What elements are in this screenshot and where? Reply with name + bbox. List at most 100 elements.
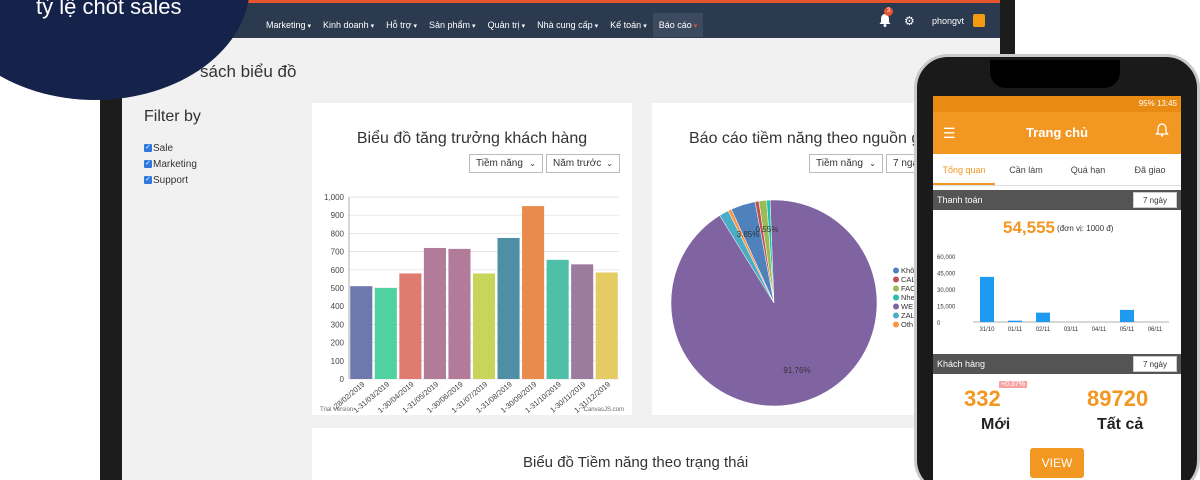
bar[interactable] <box>350 286 373 379</box>
bar[interactable] <box>595 272 618 379</box>
new-customers-change: +0.37% <box>999 381 1027 388</box>
phone-status-bar: 95% 13:45 <box>933 96 1181 112</box>
y-tick-label: 200 <box>331 339 345 348</box>
checkbox-icon[interactable]: ✓ <box>144 176 152 184</box>
menu-item-6[interactable]: Kế toán ▾ <box>604 13 653 37</box>
y-tick-label: 45,000 <box>937 272 956 278</box>
legend-label: WE <box>901 302 913 311</box>
caret-down-icon: ▾ <box>413 23 418 30</box>
bar[interactable] <box>1120 309 1134 322</box>
pie-slice[interactable] <box>727 208 775 304</box>
y-tick-label: 100 <box>331 357 345 366</box>
status-chart-title: Biểu đồ Tiềm năng theo trạng thái <box>523 454 749 471</box>
menu-item-label: Hỗ trợ <box>386 20 412 30</box>
y-tick-label: 1,000 <box>324 193 345 202</box>
top-navbar: Marketing ▾ Kinh doanh ▾ Hỗ trợ ▾ Sản phẩm ▾ Quả… <box>122 0 1000 38</box>
menu-item-3[interactable]: Sản phẩm ▾ <box>423 13 482 37</box>
menu-item-7[interactable]: Báo cáo ▾ <box>652 13 704 37</box>
menu-item-1[interactable]: Kinh doanh ▾ <box>317 13 380 37</box>
menu-item-label: Marketing <box>266 20 306 30</box>
canvasjs-watermark: CanvasJS.com <box>584 407 624 413</box>
source-period-select-value: 7 ngà <box>893 158 919 169</box>
checkbox-icon[interactable]: ✓ <box>144 160 152 168</box>
growth-chart-card: Biểu đồ tăng trưởng khách hàng Tiềm năng… <box>312 103 632 415</box>
y-tick-label: 30,000 <box>937 288 956 294</box>
gear-icon[interactable]: ⚙ <box>904 14 915 28</box>
y-tick-label: 700 <box>331 248 345 257</box>
status-text: 95% 13:45 <box>1138 99 1177 108</box>
bar[interactable] <box>374 288 397 379</box>
bar[interactable] <box>472 273 496 379</box>
bar[interactable] <box>423 247 446 379</box>
source-type-select[interactable]: Tiềm năng ⌄ <box>809 154 883 173</box>
menu-item-label: Kinh doanh <box>323 20 369 30</box>
legend-label: Khô <box>901 266 914 275</box>
mobile-tab-0[interactable]: Tổng quan <box>933 154 995 185</box>
y-tick-label: 60,000 <box>937 255 956 261</box>
legend-label: ZAL <box>901 311 915 320</box>
caret-down-icon: ▾ <box>693 23 698 30</box>
bar[interactable] <box>1036 312 1050 322</box>
x-tick-label: 04/11 <box>1092 327 1107 333</box>
bar[interactable] <box>522 206 545 379</box>
mobile-tabs: Tổng quan Cần làm Quá hạn Đã giao <box>933 154 1181 186</box>
legend-label: Nhe <box>901 293 915 302</box>
growth-type-select[interactable]: Tiềm năng ⌄ <box>469 154 543 173</box>
menu-item-5[interactable]: Nhà cung cấp ▾ <box>531 13 604 37</box>
new-customers-label: Mới <box>981 416 1011 433</box>
pie-slice[interactable] <box>670 199 878 407</box>
bar[interactable] <box>448 248 471 379</box>
trial-watermark: Trial Version <box>320 407 353 413</box>
menu-item-0[interactable]: Marketing ▾ <box>260 13 317 37</box>
legend-label: FAC <box>901 284 916 293</box>
filter-option-label: Marketing <box>153 158 197 170</box>
filter-option-0[interactable]: ✓ Sale <box>144 140 201 156</box>
mobile-app-bar: ☰ Trang chủ <box>933 112 1181 154</box>
legend-label: Oth <box>901 320 913 329</box>
menu-item-2[interactable]: Hỗ trợ ▾ <box>380 13 423 37</box>
source-type-select-value: Tiềm năng <box>816 158 863 169</box>
hamburger-menu-icon[interactable]: ☰ <box>943 125 956 141</box>
pie-slice-label: 0.55% <box>756 225 779 234</box>
filter-option-2[interactable]: ✓ Support <box>144 172 201 188</box>
caret-down-icon: ▾ <box>594 23 599 30</box>
y-tick-label: 400 <box>331 302 345 311</box>
x-tick-label: 31/10 <box>979 327 995 333</box>
caret-down-icon: ▾ <box>370 23 375 30</box>
bar[interactable] <box>497 237 520 379</box>
view-button[interactable]: VIEW <box>1030 448 1084 478</box>
bar[interactable] <box>399 273 422 379</box>
user-avatar-icon[interactable] <box>973 14 985 27</box>
menu-item-label: Kế toán <box>610 20 642 30</box>
mobile-tab-1[interactable]: Cần làm <box>1009 165 1043 175</box>
bar[interactable] <box>980 276 994 322</box>
bell-icon[interactable] <box>878 13 892 27</box>
checkbox-icon[interactable]: ✓ <box>144 144 152 152</box>
mobile-tab-2[interactable]: Quá hạn <box>1070 165 1106 175</box>
customers-period-select[interactable]: 7 ngày <box>1133 356 1177 372</box>
payment-period-select[interactable]: 7 ngày <box>1133 192 1177 208</box>
bar[interactable] <box>571 264 594 379</box>
filter-option-1[interactable]: ✓ Marketing <box>144 156 201 172</box>
mobile-tab-3[interactable]: Đã giao <box>1134 165 1166 175</box>
bell-icon[interactable] <box>1155 123 1169 137</box>
payment-value: 54,555 <box>1003 218 1055 237</box>
username[interactable]: phongvt <box>932 16 965 26</box>
menu-item-label: Quản trị <box>487 20 520 30</box>
bar[interactable] <box>1008 320 1022 322</box>
caret-down-icon: ▾ <box>472 23 476 30</box>
notification-badge: 3 <box>884 7 893 16</box>
growth-period-select[interactable]: Năm trước ⌄ <box>546 154 620 173</box>
legend-marker <box>893 321 899 328</box>
menu-item-label: Báo cáo <box>658 20 692 30</box>
menu-item-label: Sản phẩm <box>429 20 471 30</box>
legend-label: CAL <box>901 275 916 284</box>
x-tick-label: 06/11 <box>1148 327 1163 333</box>
menu-item-4[interactable]: Quản trị ▾ <box>482 13 532 37</box>
growth-type-select-value: Tiềm năng <box>476 158 523 169</box>
phone-screen: 95% 13:45 ☰ Trang chủ Tổng quan Cần làm Qu… <box>933 96 1181 480</box>
bar[interactable] <box>546 259 569 379</box>
chevron-down-icon: ⌄ <box>529 159 536 168</box>
